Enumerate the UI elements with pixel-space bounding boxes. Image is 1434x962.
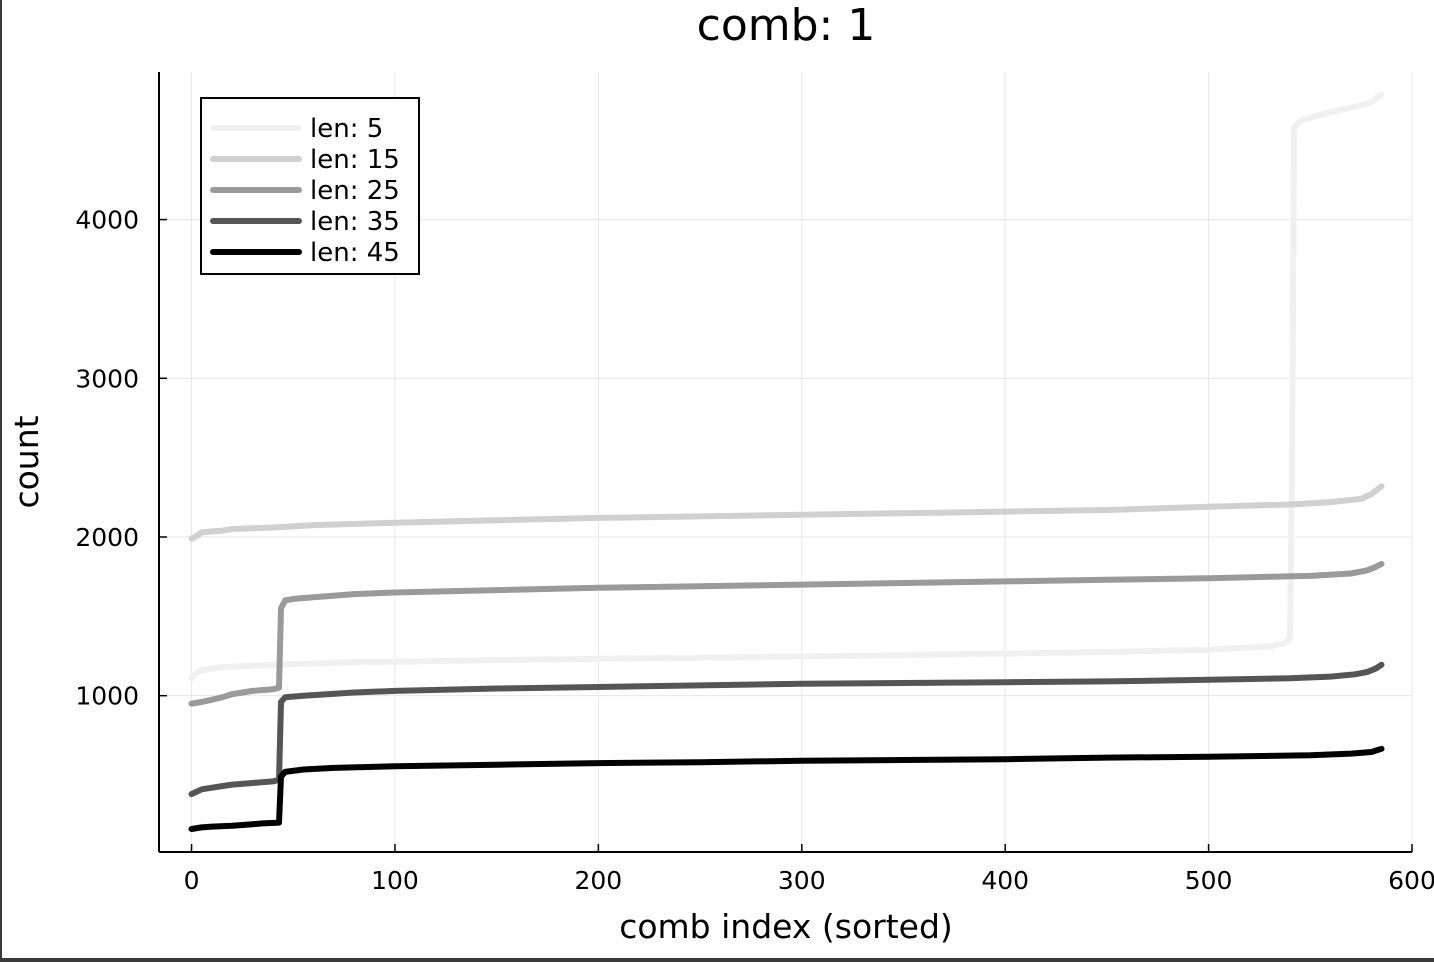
- legend-label-2: len: 15: [310, 145, 400, 175]
- legend-label-3: len: 25: [310, 176, 400, 206]
- series-line-4: [188, 661, 1385, 798]
- y-tick-label: 4000: [75, 206, 139, 235]
- x-tick-label: 0: [184, 866, 200, 895]
- y-tick-label: 1000: [75, 682, 139, 711]
- x-axis-label: comb index (sorted): [619, 907, 953, 946]
- series-line-5: [188, 745, 1385, 832]
- grid: [159, 72, 1413, 852]
- legend-label-4: len: 35: [310, 207, 400, 237]
- tick-labels: 0 100 200 300 400 500 600 1000 2000 3000 4000: [75, 206, 1434, 895]
- series-line-3: [188, 561, 1385, 707]
- legend-label-5: len: 45: [310, 238, 400, 268]
- x-tick-label: 500: [1185, 866, 1233, 895]
- x-tick-label: 300: [778, 866, 826, 895]
- series-line-2: [188, 483, 1385, 542]
- chart-title: comb: 1: [697, 0, 876, 51]
- x-tick-label: 100: [371, 866, 419, 895]
- series-line-1: [188, 91, 1385, 682]
- y-axis-label: count: [7, 415, 46, 508]
- axes: [158, 72, 1413, 853]
- y-tick-label: 2000: [75, 523, 139, 552]
- y-tick-label: 3000: [75, 364, 139, 393]
- x-tick-label: 200: [575, 866, 623, 895]
- x-tick-label: 400: [981, 866, 1029, 895]
- series-layer: [188, 91, 1385, 832]
- x-tick-label: 600: [1388, 866, 1434, 895]
- legend-label-1: len: 5: [310, 114, 383, 144]
